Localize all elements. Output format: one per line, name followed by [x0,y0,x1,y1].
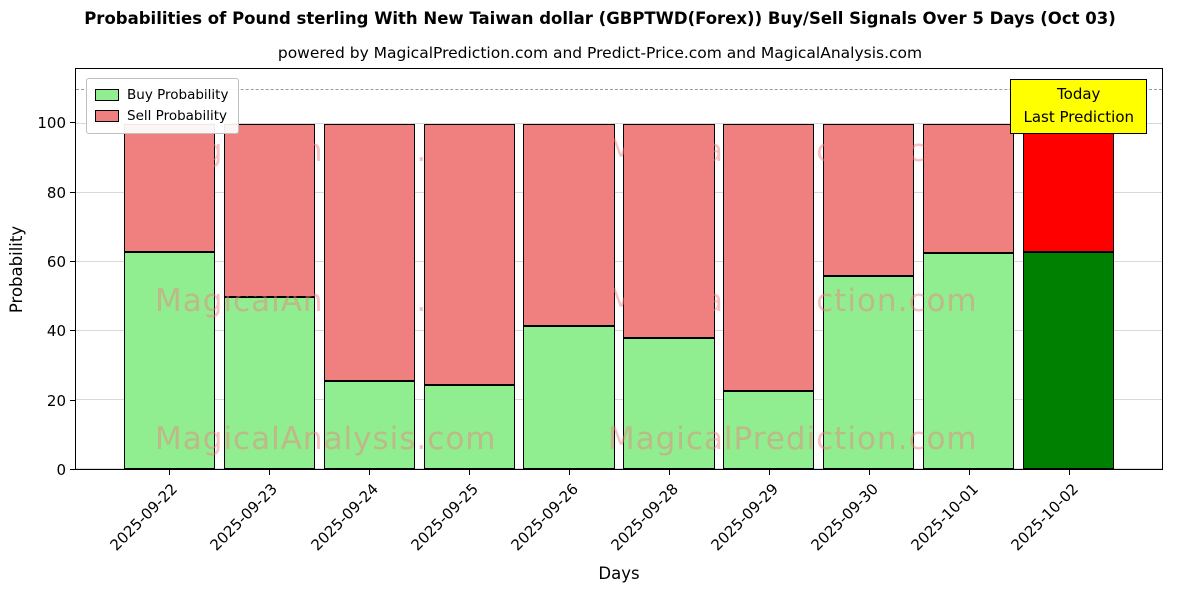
annotation-line-2: Last Prediction [1023,107,1134,126]
sell-bar-segment [423,124,515,385]
gridline [76,468,1162,469]
x-tick-label: 2025-09-24 [307,480,382,555]
buy-bar-segment [623,337,715,469]
gridline [76,261,1162,263]
x-tick-mark [368,470,370,475]
x-tick-mark [1069,470,1071,475]
gridline-layer [76,69,1162,469]
legend-item-buy: Buy Probability [95,85,228,106]
legend-label-sell: Sell Probability [127,107,228,124]
sell-bar-segment [623,124,715,338]
x-tick-label: 2025-10-02 [1007,480,1083,555]
sell-bar-segment [723,124,815,392]
chart-title: Probabilities of Pound sterling With New… [84,9,1116,28]
y-tick-label: 0 [56,461,66,479]
gridline [76,192,1162,194]
sell-swatch [95,110,119,123]
sell-bar-segment [323,124,415,382]
sell-bar-segment [823,124,915,276]
buy-bar-segment [523,325,615,469]
plot-area: MagicalAnalysis.com MagicalPrediction.com… [75,68,1163,470]
x-tick-mark [168,470,170,475]
threshold-dashed-line [76,88,1162,90]
legend-label-buy: Buy Probability [127,87,229,103]
x-axis-label: Days [598,564,640,583]
x-tick-label: 2025-09-23 [207,480,282,555]
annotation-line-1: Today [1057,85,1101,103]
buy-bar-segment [123,251,215,469]
x-tick-mark [869,470,871,475]
sell-bar-segment [223,124,315,297]
y-tick-label: 100 [37,114,66,133]
x-tick-label: 2025-09-25 [407,480,482,555]
sell-bar-segment [923,124,1015,254]
x-tick-label: 2025-09-29 [707,480,782,555]
x-tick-mark [969,470,971,475]
x-tick-labels: 2025-09-22 2025-09-23 2025-09-24 2025-09-25… [75,477,1163,572]
y-tick-label: 40 [46,322,66,341]
y-tick-mark [70,122,75,124]
x-tick-label: 2025-09-26 [507,480,582,555]
x-tick-mark [669,470,671,475]
sell-bar-segment [523,124,615,326]
buy-bar-segment [423,384,515,469]
sell-bar-segment [1022,124,1115,252]
x-tick-mark [568,470,570,475]
gridline [76,399,1162,401]
y-tick-label: 60 [46,253,66,272]
chart-subtitle: powered by MagicalPrediction.com and Pre… [277,44,923,62]
x-tick-marks [75,470,1163,476]
today-annotation: Today Last Prediction [1010,79,1147,134]
gridline [76,123,1162,125]
y-tick-marks [70,68,75,470]
y-tick-label: 80 [46,183,66,202]
buy-bar-segment [323,381,415,469]
buy-bar-segment [223,296,315,469]
y-tick-labels: 0 20 40 60 80 100 [0,68,66,479]
gridline [76,330,1162,332]
x-tick-mark [468,470,470,475]
y-tick-mark [70,330,75,332]
legend: Buy Probability Sell Probability [86,78,240,134]
buy-swatch [95,89,119,102]
x-tick-mark [769,470,771,475]
x-tick-label: 2025-09-28 [607,480,682,555]
legend-item-sell: Sell Probability [95,106,228,127]
y-tick-mark [70,469,75,470]
sell-bar-segment [123,124,215,252]
x-tick-label: 2025-09-30 [807,480,882,555]
buy-bar-segment [1022,251,1115,469]
buy-bar-segment [923,253,1015,469]
bars-layer [76,69,1162,469]
y-tick-label: 20 [46,391,66,410]
buy-bar-segment [723,391,815,469]
x-tick-label: 2025-10-01 [907,480,983,555]
y-tick-mark [70,191,75,193]
x-tick-label: 2025-09-22 [106,480,182,555]
y-tick-mark [70,261,75,263]
x-tick-mark [268,470,270,475]
buy-bar-segment [823,275,915,469]
y-tick-mark [70,399,75,401]
